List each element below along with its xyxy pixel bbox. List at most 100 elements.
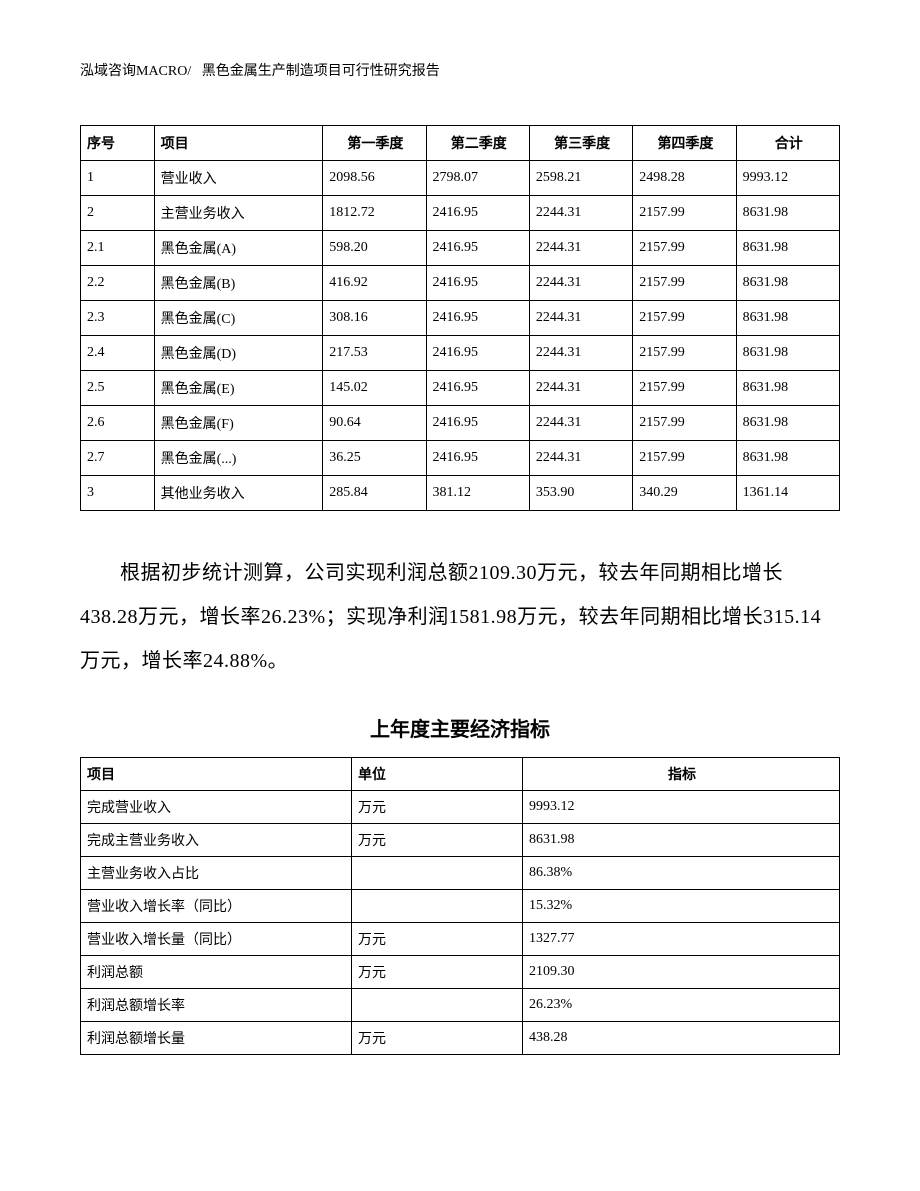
table-cell: 2416.95 [426, 371, 529, 406]
table-cell: 2.6 [81, 406, 155, 441]
col-header-q2: 第二季度 [426, 126, 529, 161]
table-cell: 1 [81, 161, 155, 196]
col-header-total: 合计 [736, 126, 839, 161]
table-cell: 2416.95 [426, 406, 529, 441]
col-header-item: 项目 [154, 126, 323, 161]
table-cell: 黑色金属(B) [154, 266, 323, 301]
table-row: 完成主营业务收入万元8631.98 [81, 824, 840, 857]
col-header-name: 项目 [81, 758, 352, 791]
table-cell: 黑色金属(...) [154, 441, 323, 476]
table-cell: 381.12 [426, 476, 529, 511]
table-cell: 黑色金属(F) [154, 406, 323, 441]
table-cell: 2244.31 [529, 336, 632, 371]
table-header-row: 项目 单位 指标 [81, 758, 840, 791]
table-cell: 308.16 [323, 301, 426, 336]
section-title: 上年度主要经济指标 [80, 713, 840, 742]
table-cell: 145.02 [323, 371, 426, 406]
table-cell: 其他业务收入 [154, 476, 323, 511]
table-cell: 2.2 [81, 266, 155, 301]
table-cell: 利润总额增长量 [81, 1022, 352, 1055]
table-cell: 完成主营业务收入 [81, 824, 352, 857]
table-cell: 2798.07 [426, 161, 529, 196]
table-cell: 8631.98 [736, 301, 839, 336]
table-cell: 2244.31 [529, 231, 632, 266]
table-cell: 2416.95 [426, 231, 529, 266]
table-cell: 26.23% [523, 989, 840, 1022]
table-row: 主营业务收入占比 86.38% [81, 857, 840, 890]
table-cell: 2157.99 [633, 406, 736, 441]
table-cell: 15.32% [523, 890, 840, 923]
table-cell: 2157.99 [633, 196, 736, 231]
table-cell: 86.38% [523, 857, 840, 890]
table-cell: 3 [81, 476, 155, 511]
table-row: 营业收入增长率（同比） 15.32% [81, 890, 840, 923]
table-cell: 438.28 [523, 1022, 840, 1055]
table-cell: 2416.95 [426, 336, 529, 371]
table-cell: 黑色金属(D) [154, 336, 323, 371]
table-cell: 2416.95 [426, 266, 529, 301]
table-cell: 完成营业收入 [81, 791, 352, 824]
table-cell: 8631.98 [736, 441, 839, 476]
header-right: 黑色金属生产制造项目可行性研究报告 [202, 64, 440, 79]
table-cell: 营业收入增长量（同比） [81, 923, 352, 956]
table-cell: 8631.98 [736, 266, 839, 301]
table-cell: 2.4 [81, 336, 155, 371]
table-cell: 340.29 [633, 476, 736, 511]
table-cell: 8631.98 [736, 196, 839, 231]
table-cell: 8631.98 [736, 231, 839, 266]
table-cell: 2157.99 [633, 266, 736, 301]
summary-paragraph: 根据初步统计测算，公司实现利润总额2109.30万元，较去年同期相比增长438.… [80, 551, 840, 683]
table-cell: 黑色金属(A) [154, 231, 323, 266]
table-cell: 主营业务收入 [154, 196, 323, 231]
table-cell: 217.53 [323, 336, 426, 371]
table-cell: 598.20 [323, 231, 426, 266]
table-row: 利润总额增长率26.23% [81, 989, 840, 1022]
table-row: 利润总额增长量万元438.28 [81, 1022, 840, 1055]
table-cell: 1361.14 [736, 476, 839, 511]
table-cell: 2244.31 [529, 301, 632, 336]
table-cell: 万元 [352, 791, 523, 824]
table-cell: 2098.56 [323, 161, 426, 196]
table-row: 2.1黑色金属(A)598.202416.952244.312157.99863… [81, 231, 840, 266]
table-cell: 2416.95 [426, 441, 529, 476]
table-cell: 2416.95 [426, 301, 529, 336]
table-cell: 2.1 [81, 231, 155, 266]
table-cell: 2157.99 [633, 441, 736, 476]
col-header-q3: 第三季度 [529, 126, 632, 161]
table-row: 2.5黑色金属(E)145.022416.952244.312157.99863… [81, 371, 840, 406]
table-row: 利润总额万元2109.30 [81, 956, 840, 989]
table-cell: 2 [81, 196, 155, 231]
table-cell: 营业收入增长率（同比） [81, 890, 352, 923]
table-row: 完成营业收入万元9993.12 [81, 791, 840, 824]
table-cell: 2244.31 [529, 371, 632, 406]
table-cell: 2598.21 [529, 161, 632, 196]
table-header-row: 序号 项目 第一季度 第二季度 第三季度 第四季度 合计 [81, 126, 840, 161]
table-cell: 36.25 [323, 441, 426, 476]
table-cell: 2244.31 [529, 441, 632, 476]
col-header-seq: 序号 [81, 126, 155, 161]
table-cell: 利润总额 [81, 956, 352, 989]
table-cell: 2244.31 [529, 406, 632, 441]
table-cell: 营业收入 [154, 161, 323, 196]
table-cell: 2157.99 [633, 336, 736, 371]
table-cell: 2109.30 [523, 956, 840, 989]
table-cell: 万元 [352, 824, 523, 857]
header-left: 泓域咨询MACRO/ [80, 64, 191, 79]
table-cell: 1812.72 [323, 196, 426, 231]
table-cell: 万元 [352, 1022, 523, 1055]
table-cell: 8631.98 [736, 406, 839, 441]
table-cell: 9993.12 [736, 161, 839, 196]
table-cell: 285.84 [323, 476, 426, 511]
table-cell: 2157.99 [633, 371, 736, 406]
table-cell: 2157.99 [633, 301, 736, 336]
col-header-q1: 第一季度 [323, 126, 426, 161]
economic-indicators-table: 项目 单位 指标 完成营业收入万元9993.12完成主营业务收入万元8631.9… [80, 757, 840, 1055]
table-cell: 8631.98 [523, 824, 840, 857]
table-row: 1营业收入2098.562798.072598.212498.289993.12 [81, 161, 840, 196]
table-row: 2.7黑色金属(...)36.252416.952244.312157.9986… [81, 441, 840, 476]
table-cell: 万元 [352, 923, 523, 956]
table-row: 2.4黑色金属(D)217.532416.952244.312157.99863… [81, 336, 840, 371]
table-cell [352, 857, 523, 890]
table-cell: 2.3 [81, 301, 155, 336]
table-cell: 主营业务收入占比 [81, 857, 352, 890]
